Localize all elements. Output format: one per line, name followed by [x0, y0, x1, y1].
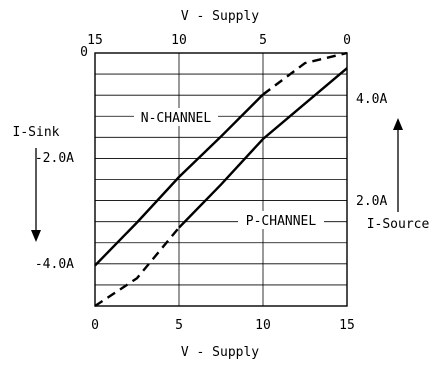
bottom-tick-label: 15	[339, 318, 355, 333]
plot-frame	[94, 52, 348, 307]
bottom-tick-label: 5	[175, 318, 183, 333]
right-tick-label: 2.0A	[356, 194, 387, 209]
n-channel-curve-dashed	[262, 51, 348, 96]
grid	[95, 53, 347, 306]
top-tick-label: 0	[343, 33, 351, 48]
top-tick-labels: 15 10 5 0	[87, 33, 351, 48]
top-tick-label: 15	[87, 33, 103, 48]
curves	[94, 51, 348, 308]
n-channel-label-bg	[134, 108, 218, 126]
left-arrow-icon	[31, 148, 41, 242]
top-tick-label: 5	[259, 33, 267, 48]
top-axis-label: V - Supply	[181, 9, 259, 24]
right-arrow-icon	[393, 118, 403, 212]
left-tick-label: -4.0A	[35, 257, 74, 272]
bottom-tick-labels: 0 5 10 15	[91, 318, 355, 333]
top-left-tick-label: 0	[80, 45, 88, 60]
bottom-tick-label: 10	[255, 318, 271, 333]
bottom-tick-label: 0	[91, 318, 99, 333]
series-label-n-channel: N-CHANNEL	[141, 111, 212, 126]
series-label-p-channel: P-CHANNEL	[246, 214, 317, 229]
p-channel-label-bg	[238, 211, 324, 229]
right-tick-label: 4.0A	[356, 92, 387, 107]
n-channel-curve-solid	[94, 93, 264, 267]
p-channel-curve-dashed	[94, 226, 180, 308]
top-tick-label: 10	[171, 33, 187, 48]
left-tick-label: -2.0A	[35, 151, 74, 166]
p-channel-curve-solid	[178, 67, 348, 229]
left-axis-label: I-Sink	[13, 125, 60, 140]
bottom-axis-label: V - Supply	[181, 345, 259, 360]
right-axis-label: I-Source	[367, 217, 430, 232]
